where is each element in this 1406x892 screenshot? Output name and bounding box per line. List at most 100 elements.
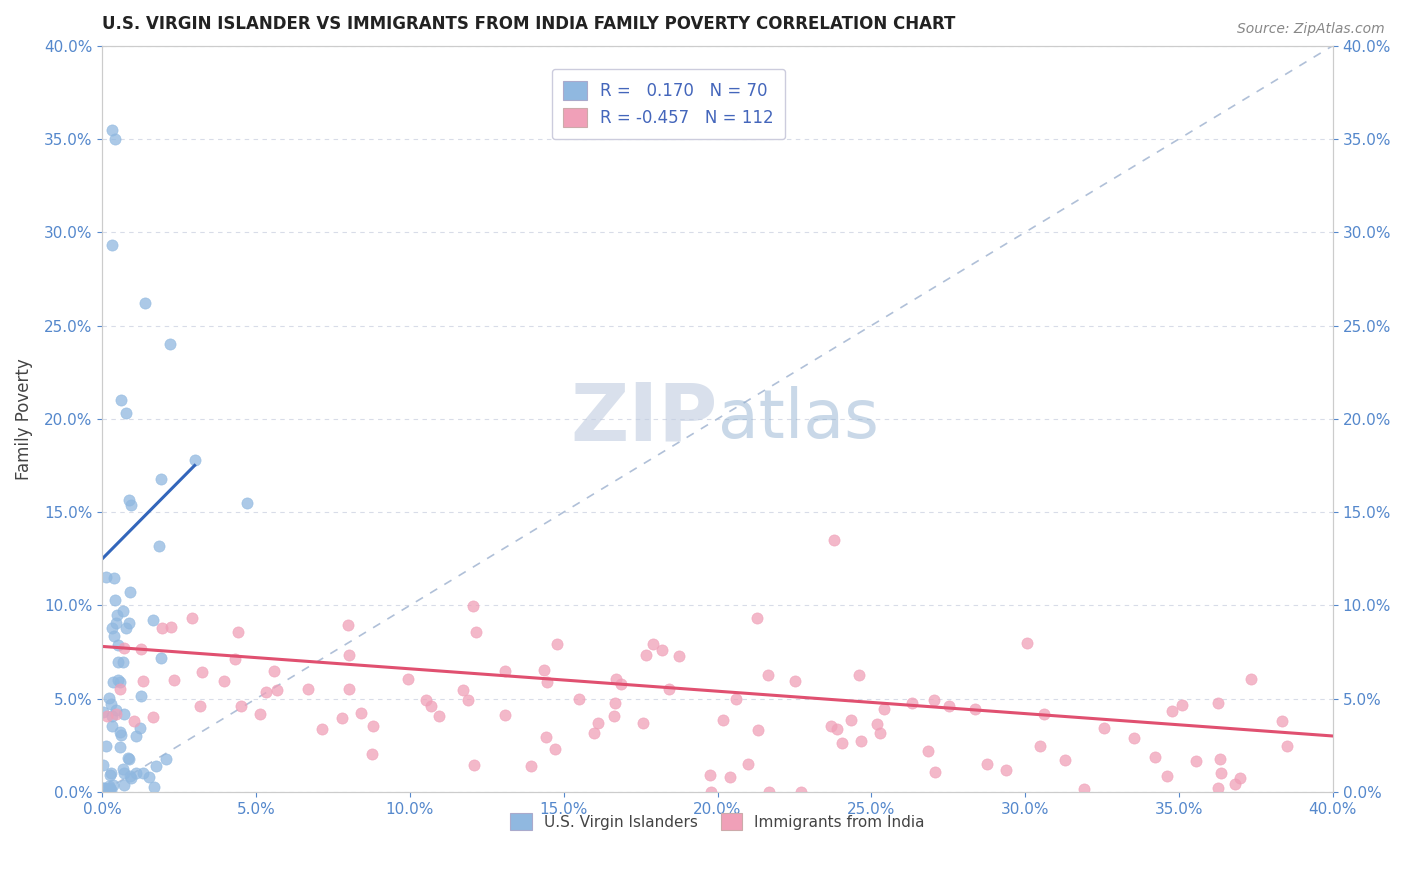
Point (100, 238, 122, 252)
Point (1033, 707, 1056, 722)
Point (311, 722, 333, 736)
Text: ZIP: ZIP (571, 380, 717, 458)
Point (634, 648, 657, 662)
Point (641, 637, 664, 651)
Point (118, 493, 141, 508)
Point (212, 673, 235, 688)
Point (107, 673, 129, 687)
Point (117, 752, 139, 766)
Point (610, 677, 633, 691)
Point (427, 709, 450, 723)
Point (104, 593, 127, 607)
Point (150, 651, 173, 665)
Point (112, 655, 135, 669)
Point (129, 689, 152, 703)
Point (785, 674, 807, 689)
Point (1029, 739, 1052, 753)
Point (188, 699, 211, 714)
Point (534, 731, 557, 745)
Y-axis label: Family Poverty: Family Poverty (15, 358, 32, 480)
Point (544, 742, 567, 756)
Point (110, 674, 132, 689)
Point (115, 406, 138, 420)
Point (924, 764, 946, 779)
Point (100, 697, 122, 711)
Point (568, 691, 591, 706)
Point (150, 621, 173, 635)
Point (155, 752, 177, 766)
Point (191, 665, 214, 679)
Point (415, 693, 437, 707)
Point (112, 778, 135, 792)
Point (1206, 781, 1229, 796)
Point (132, 766, 155, 780)
Point (181, 611, 204, 625)
Point (420, 698, 443, 713)
Point (98, 784, 121, 798)
Point (142, 709, 165, 723)
Point (145, 759, 167, 773)
Point (149, 471, 172, 485)
Point (1073, 781, 1095, 796)
Point (1170, 698, 1192, 712)
Point (117, 615, 139, 630)
Point (396, 673, 419, 687)
Point (101, 778, 124, 792)
Point (112, 706, 135, 721)
Point (463, 599, 485, 614)
Point (112, 640, 135, 655)
Point (700, 785, 723, 799)
Point (93, 780, 115, 795)
Point (107, 656, 129, 670)
Point (104, 615, 127, 630)
Point (823, 533, 845, 547)
Point (337, 648, 360, 662)
Point (463, 758, 485, 772)
Point (160, 620, 183, 634)
Point (533, 663, 555, 677)
Point (938, 698, 960, 713)
Point (129, 642, 152, 657)
Point (112, 766, 135, 780)
Point (1271, 714, 1294, 729)
Point (249, 706, 271, 721)
Point (125, 765, 148, 780)
Point (124, 714, 146, 729)
Point (849, 733, 872, 747)
Point (111, 763, 134, 777)
Point (98, 784, 121, 798)
Point (339, 682, 361, 697)
Point (349, 706, 371, 720)
Point (104, 703, 127, 717)
Point (96, 708, 118, 723)
Text: U.S. VIRGIN ISLANDER VS IMMIGRANTS FROM INDIA FAMILY POVERTY CORRELATION CHART: U.S. VIRGIN ISLANDER VS IMMIGRANTS FROM … (103, 15, 956, 33)
Point (546, 637, 568, 651)
Point (111, 604, 134, 618)
Point (603, 709, 626, 723)
Point (976, 757, 998, 772)
Point (866, 716, 889, 731)
Point (711, 713, 734, 727)
Point (1054, 753, 1077, 767)
Point (747, 723, 769, 738)
Point (901, 697, 924, 711)
Point (108, 739, 131, 754)
Point (457, 693, 479, 707)
Point (1211, 766, 1233, 780)
Point (1143, 750, 1166, 764)
Point (756, 667, 779, 681)
Point (1209, 751, 1232, 765)
Point (98, 781, 121, 796)
Point (337, 618, 360, 632)
Point (758, 785, 780, 799)
Point (148, 539, 170, 553)
Point (96, 570, 118, 584)
Point (465, 625, 488, 640)
Point (138, 770, 160, 784)
Point (651, 643, 673, 657)
Point (536, 675, 558, 690)
Point (330, 711, 353, 725)
Point (360, 747, 382, 761)
Point (1240, 672, 1263, 686)
Point (229, 698, 252, 713)
